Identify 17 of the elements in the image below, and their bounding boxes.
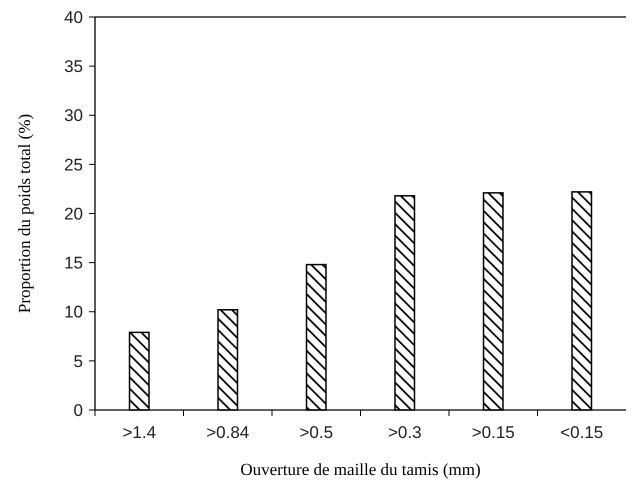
x-tick-label: >0.15: [472, 423, 515, 442]
x-tick-label: >0.5: [299, 423, 334, 442]
y-tick-label: 10: [64, 302, 83, 322]
y-tick-label: 20: [64, 204, 83, 224]
x-tick-label: >0.84: [206, 423, 250, 442]
y-tick-label: 15: [64, 254, 83, 273]
y-tick-label: 30: [64, 106, 83, 126]
x-tick-label: >0.3: [388, 423, 422, 442]
y-tick-label: 0: [74, 400, 83, 420]
x-tick-label: <0.15: [560, 423, 604, 442]
y-axis-title: Proportion du poids total (%): [15, 114, 34, 314]
x-axis-title: Ouverture de maille du tamis (mm): [240, 460, 481, 479]
x-tick-label: >1.4: [122, 423, 156, 442]
y-tick-label: 5: [74, 352, 83, 371]
y-tick-label: 25: [64, 155, 83, 174]
y-tick-label: 35: [64, 57, 83, 76]
y-tick-label: 40: [64, 8, 83, 27]
